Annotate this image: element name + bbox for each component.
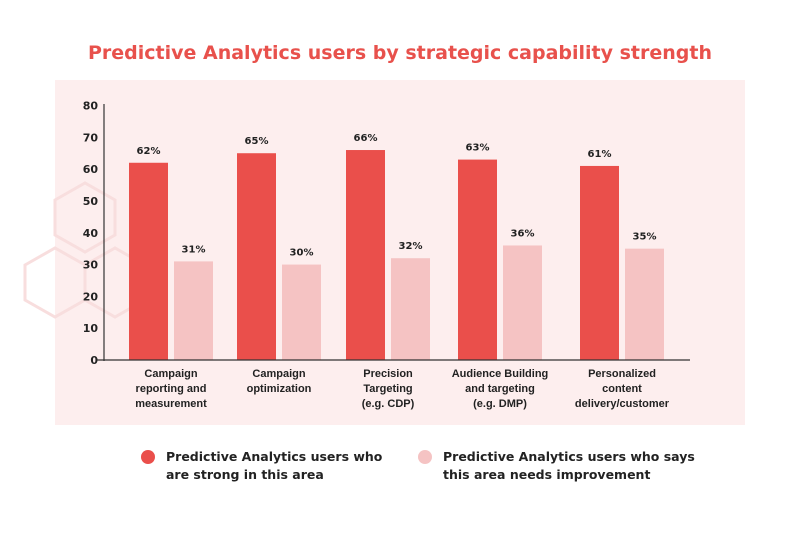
bar (129, 162, 168, 360)
category-label: and targeting (465, 383, 535, 395)
data-label: 62% (137, 146, 161, 157)
category-label: (e.g. CDP) (362, 398, 415, 410)
legend-label: this area needs improvement (443, 467, 650, 482)
category-label: Campaign (144, 368, 197, 380)
data-label: 32% (399, 241, 423, 252)
bar (346, 150, 385, 360)
y-tick-label: 0 (90, 354, 98, 367)
category-label: Personalized (588, 368, 656, 380)
bar (391, 258, 430, 360)
data-label: 65% (245, 136, 269, 147)
data-label: 30% (290, 248, 314, 259)
legend-label: are strong in this area (166, 467, 324, 482)
category-label: Audience Building (452, 368, 549, 380)
data-label: 61% (588, 149, 612, 160)
y-tick-label: 70 (83, 131, 99, 144)
category-label: reporting and (136, 383, 207, 395)
category-label: Campaign (252, 368, 305, 380)
bar (580, 165, 619, 360)
data-label: 35% (633, 232, 657, 243)
y-tick-label: 40 (83, 227, 99, 240)
bar (458, 159, 497, 360)
bar (174, 261, 213, 360)
bar (503, 245, 542, 360)
category-label: content (602, 383, 642, 395)
legend-label: Predictive Analytics users who (166, 449, 383, 464)
legend-marker (141, 450, 155, 464)
category-label: Precision (363, 368, 413, 380)
data-label: 66% (354, 133, 378, 144)
y-tick-label: 60 (83, 163, 99, 176)
y-tick-label: 10 (83, 322, 99, 335)
data-label: 31% (182, 244, 206, 255)
legend-label: Predictive Analytics users who says (443, 449, 695, 464)
category-label: measurement (135, 398, 207, 410)
bar (237, 153, 276, 360)
y-tick-label: 30 (83, 259, 99, 272)
y-tick-label: 50 (83, 195, 99, 208)
y-tick-label: 20 (83, 290, 99, 303)
bar (625, 248, 664, 360)
legend-marker (418, 450, 432, 464)
category-label: (e.g. DMP) (473, 398, 527, 410)
category-label: Targeting (363, 383, 412, 395)
category-label: delivery/customer (575, 398, 670, 410)
category-label: optimization (247, 383, 312, 395)
bar (282, 264, 321, 360)
y-tick-label: 80 (83, 100, 99, 113)
data-label: 63% (466, 143, 490, 154)
data-label: 36% (511, 228, 535, 239)
chart-title: Predictive Analytics users by strategic … (88, 42, 712, 64)
